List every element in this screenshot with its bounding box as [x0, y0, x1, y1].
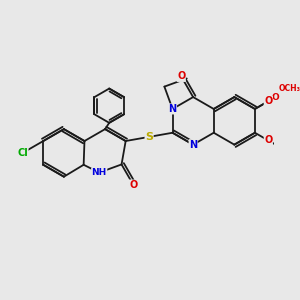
Text: S: S [145, 132, 153, 142]
Text: O: O [129, 180, 138, 190]
Text: O: O [272, 93, 279, 102]
Text: OCH₃: OCH₃ [279, 84, 300, 93]
Text: N: N [169, 104, 177, 114]
Text: Cl: Cl [17, 148, 28, 158]
Text: O: O [177, 71, 185, 82]
Text: N: N [189, 140, 197, 150]
Text: NH: NH [92, 168, 107, 177]
Text: O: O [264, 96, 272, 106]
Text: O: O [264, 136, 272, 146]
